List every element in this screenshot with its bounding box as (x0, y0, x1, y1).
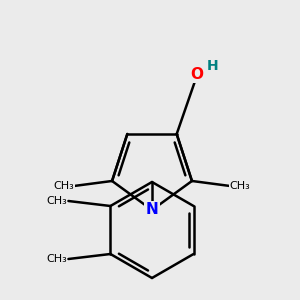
Text: N: N (146, 202, 158, 217)
Text: CH₃: CH₃ (46, 196, 67, 206)
Text: H: H (207, 59, 218, 73)
Text: CH₃: CH₃ (54, 181, 74, 191)
Text: CH₃: CH₃ (46, 254, 67, 264)
Text: CH₃: CH₃ (230, 181, 250, 191)
Text: O: O (190, 67, 203, 82)
